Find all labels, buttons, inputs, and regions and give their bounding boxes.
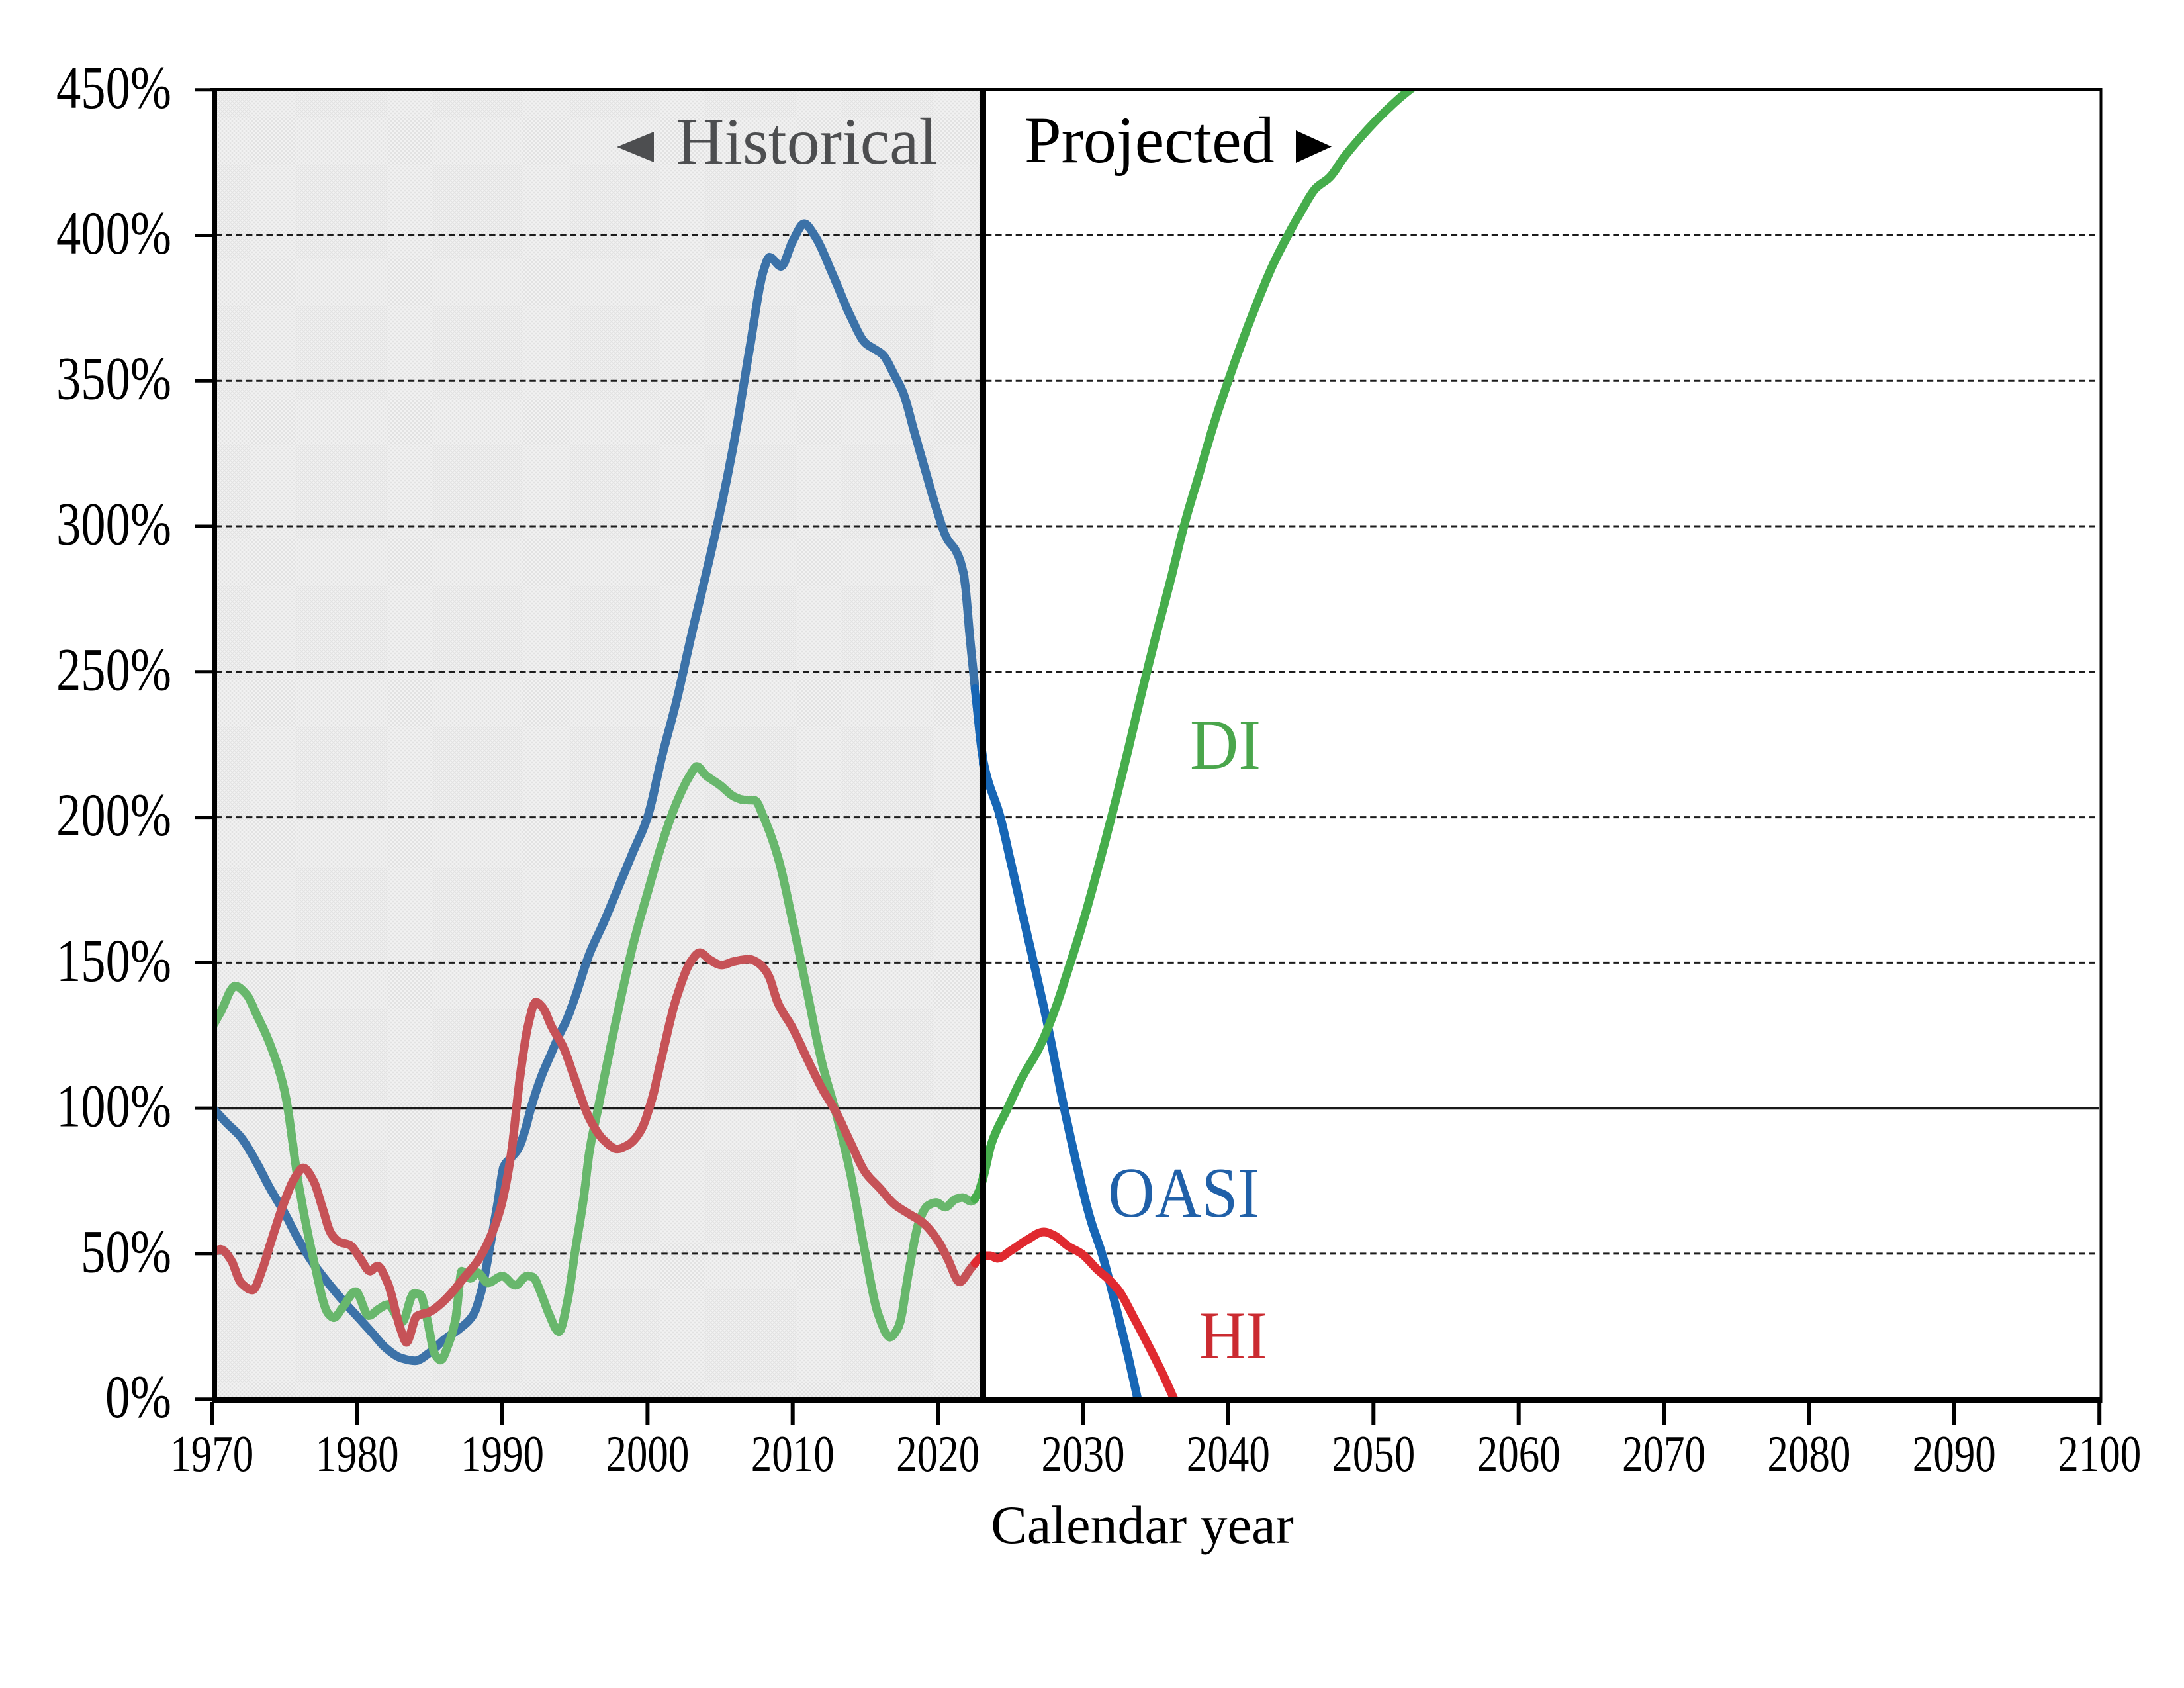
svg-text:Projected: Projected bbox=[1024, 103, 1275, 177]
svg-text:2020: 2020 bbox=[896, 1425, 979, 1482]
svg-text:1980: 1980 bbox=[316, 1425, 399, 1482]
svg-text:50%: 50% bbox=[81, 1217, 171, 1285]
svg-text:1970: 1970 bbox=[170, 1425, 253, 1482]
svg-text:2060: 2060 bbox=[1477, 1425, 1561, 1482]
svg-text:2010: 2010 bbox=[751, 1425, 835, 1482]
svg-text:HI: HI bbox=[1199, 1298, 1267, 1374]
svg-text:2080: 2080 bbox=[1767, 1425, 1850, 1482]
svg-text:2090: 2090 bbox=[1913, 1425, 1996, 1482]
svg-text:300%: 300% bbox=[56, 491, 171, 558]
svg-text:250%: 250% bbox=[56, 635, 171, 703]
svg-text:2050: 2050 bbox=[1332, 1425, 1415, 1482]
svg-text:450%: 450% bbox=[56, 54, 171, 121]
svg-text:350%: 350% bbox=[56, 345, 171, 412]
svg-text:150%: 150% bbox=[56, 927, 171, 994]
svg-text:0%: 0% bbox=[105, 1363, 171, 1430]
svg-text:2070: 2070 bbox=[1622, 1425, 1706, 1482]
svg-text:OASI: OASI bbox=[1108, 1154, 1259, 1233]
svg-text:200%: 200% bbox=[56, 781, 171, 849]
svg-text:2000: 2000 bbox=[606, 1425, 689, 1482]
svg-text:Calendar year: Calendar year bbox=[991, 1495, 1294, 1555]
svg-text:1990: 1990 bbox=[461, 1425, 544, 1482]
svg-text:400%: 400% bbox=[56, 199, 171, 267]
svg-text:Historical: Historical bbox=[676, 105, 937, 178]
svg-text:100%: 100% bbox=[56, 1072, 171, 1140]
svg-text:DI: DI bbox=[1190, 706, 1261, 784]
svg-text:2030: 2030 bbox=[1042, 1425, 1125, 1482]
svg-text:2100: 2100 bbox=[2058, 1425, 2141, 1482]
svg-text:2040: 2040 bbox=[1187, 1425, 1270, 1482]
